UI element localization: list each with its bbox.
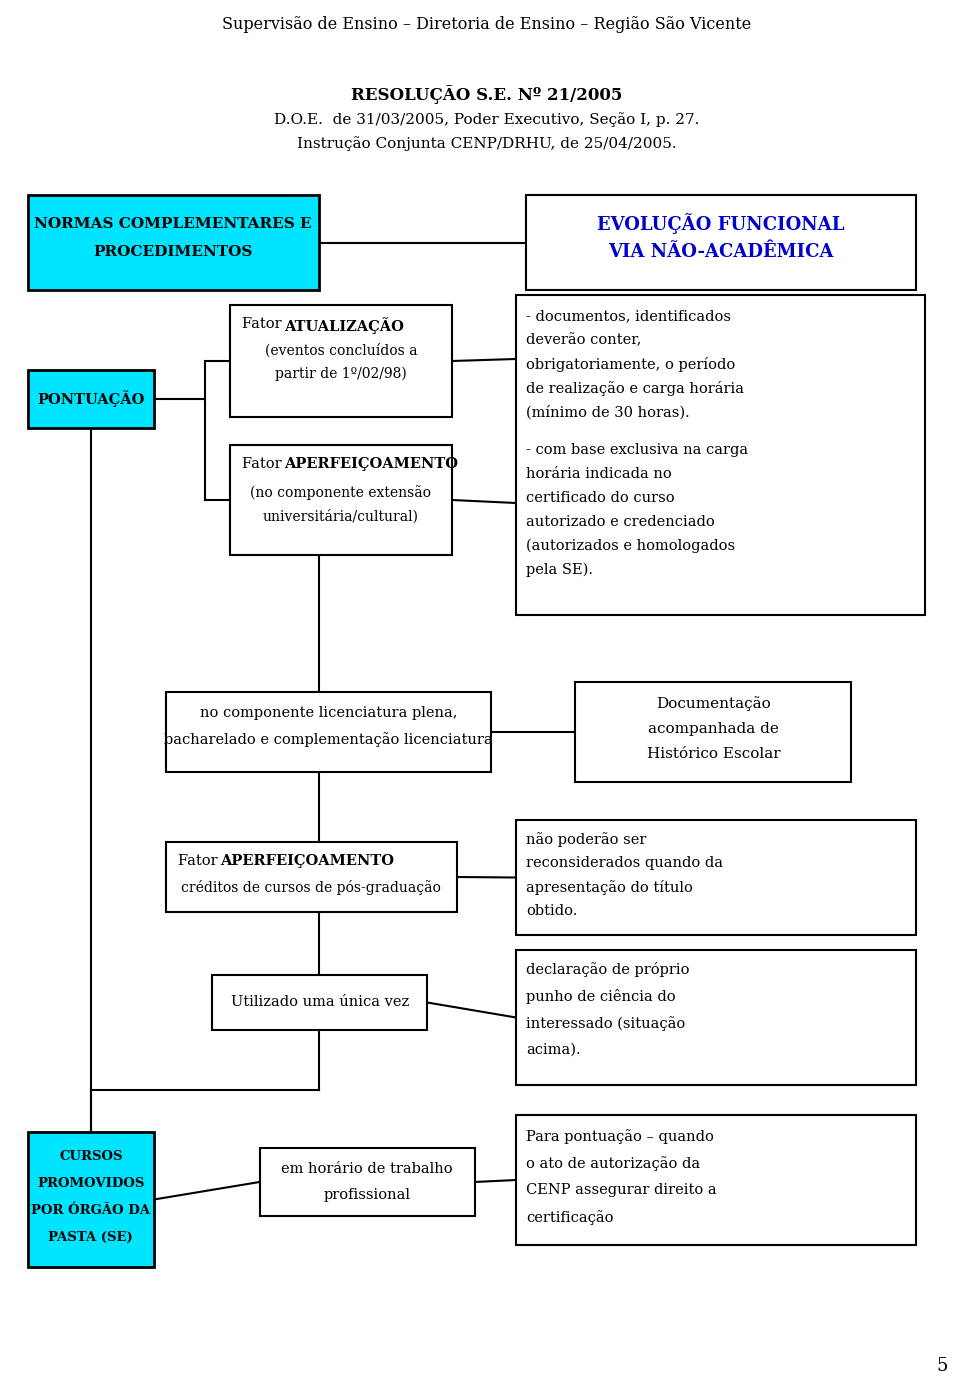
Text: POR ÓRGÃO DA: POR ÓRGÃO DA <box>32 1204 151 1217</box>
Bar <box>166 692 492 772</box>
Text: certificação: certificação <box>526 1210 613 1225</box>
Bar <box>516 950 916 1085</box>
Text: EVOLUÇÃO FUNCIONAL: EVOLUÇÃO FUNCIONAL <box>597 213 845 233</box>
Text: apresentação do título: apresentação do título <box>526 881 693 895</box>
Text: autorizado e credenciado: autorizado e credenciado <box>526 515 714 529</box>
Text: Histórico Escolar: Histórico Escolar <box>646 747 780 761</box>
Text: APERFEIÇOAMENTO: APERFEIÇOAMENTO <box>220 854 394 868</box>
Text: Instrução Conjunta CENP/DRHU, de 25/04/2005.: Instrução Conjunta CENP/DRHU, de 25/04/2… <box>297 136 676 151</box>
Text: NORMAS COMPLEMENTARES E: NORMAS COMPLEMENTARES E <box>35 217 312 231</box>
Bar <box>230 444 452 556</box>
Text: - com base exclusiva na carga: - com base exclusiva na carga <box>526 443 748 457</box>
Bar <box>166 842 457 913</box>
Text: RESOLUÇÃO S.E. Nº 21/2005: RESOLUÇÃO S.E. Nº 21/2005 <box>350 85 622 104</box>
Text: o ato de autorização da: o ato de autorização da <box>526 1156 700 1171</box>
Text: CENP assegurar direito a: CENP assegurar direito a <box>526 1183 716 1197</box>
Text: VIA NÃO-ACADÊMICA: VIA NÃO-ACADÊMICA <box>608 243 833 261</box>
Text: não poderão ser: não poderão ser <box>526 832 646 847</box>
Text: partir de 1º/02/98): partir de 1º/02/98) <box>276 367 407 382</box>
Text: pela SE).: pela SE). <box>526 563 593 578</box>
Text: - documentos, identificados: - documentos, identificados <box>526 308 731 324</box>
Text: Documentação: Documentação <box>656 696 771 711</box>
Text: créditos de cursos de pós-graduação: créditos de cursos de pós-graduação <box>181 881 442 895</box>
Text: interessado (situação: interessado (situação <box>526 1015 685 1031</box>
Bar <box>230 306 452 417</box>
Text: obrigatoriamente, o período: obrigatoriamente, o período <box>526 357 735 372</box>
Text: (mínimo de 30 horas).: (mínimo de 30 horas). <box>526 406 689 419</box>
Text: profissional: profissional <box>324 1188 411 1201</box>
Bar <box>212 975 427 1031</box>
Text: D.O.E.  de 31/03/2005, Poder Executivo, Seção I, p. 27.: D.O.E. de 31/03/2005, Poder Executivo, S… <box>274 113 699 126</box>
Bar <box>28 194 319 290</box>
Text: universitária/cultural): universitária/cultural) <box>263 508 419 524</box>
Text: Fator: Fator <box>178 854 222 868</box>
Bar <box>526 194 916 290</box>
Text: (autorizados e homologados: (autorizados e homologados <box>526 539 735 553</box>
Bar <box>516 820 916 935</box>
Bar <box>28 369 154 428</box>
Text: PROMOVIDOS: PROMOVIDOS <box>37 1176 145 1190</box>
Text: reconsiderados quando da: reconsiderados quando da <box>526 856 723 870</box>
Text: Supervisão de Ensino – Diretoria de Ensino – Região São Vicente: Supervisão de Ensino – Diretoria de Ensi… <box>222 17 751 33</box>
Bar <box>575 682 852 782</box>
Text: acima).: acima). <box>526 1043 581 1057</box>
Text: 5: 5 <box>937 1357 948 1375</box>
Text: CURSOS: CURSOS <box>60 1150 123 1163</box>
Text: acompanhada de: acompanhada de <box>648 722 779 736</box>
Text: punho de ciência do: punho de ciência do <box>526 989 676 1004</box>
Text: declaração de próprio: declaração de próprio <box>526 963 689 976</box>
Text: ATUALIZAÇÃO: ATUALIZAÇÃO <box>284 317 404 333</box>
Bar <box>516 294 925 615</box>
Text: bacharelado e complementação licenciatura: bacharelado e complementação licenciatur… <box>164 732 492 747</box>
Bar <box>28 1132 154 1267</box>
Text: APERFEIÇOAMENTO: APERFEIÇOAMENTO <box>284 457 458 471</box>
Text: certificado do curso: certificado do curso <box>526 490 675 506</box>
Text: PROCEDIMENTOS: PROCEDIMENTOS <box>93 244 252 258</box>
Text: Fator: Fator <box>242 317 286 331</box>
Bar <box>516 1115 916 1245</box>
Text: horária indicada no: horária indicada no <box>526 467 672 481</box>
Text: PONTUAÇÃO: PONTUAÇÃO <box>37 390 145 407</box>
Text: Fator: Fator <box>242 457 286 471</box>
Text: deverão conter,: deverão conter, <box>526 333 641 347</box>
Text: de realização e carga horária: de realização e carga horária <box>526 381 744 396</box>
Text: (no componente extensão: (no componente extensão <box>251 485 431 500</box>
Text: no componente licenciatura plena,: no componente licenciatura plena, <box>200 706 457 720</box>
Bar <box>259 1147 474 1215</box>
Text: Para pontuação – quando: Para pontuação – quando <box>526 1129 714 1145</box>
Text: Utilizado uma única vez: Utilizado uma única vez <box>230 996 409 1010</box>
Text: obtido.: obtido. <box>526 904 577 918</box>
Text: em horário de trabalho: em horário de trabalho <box>281 1163 453 1176</box>
Text: PASTA (SE): PASTA (SE) <box>48 1231 133 1245</box>
Text: (eventos concluídos a: (eventos concluídos a <box>265 343 418 357</box>
